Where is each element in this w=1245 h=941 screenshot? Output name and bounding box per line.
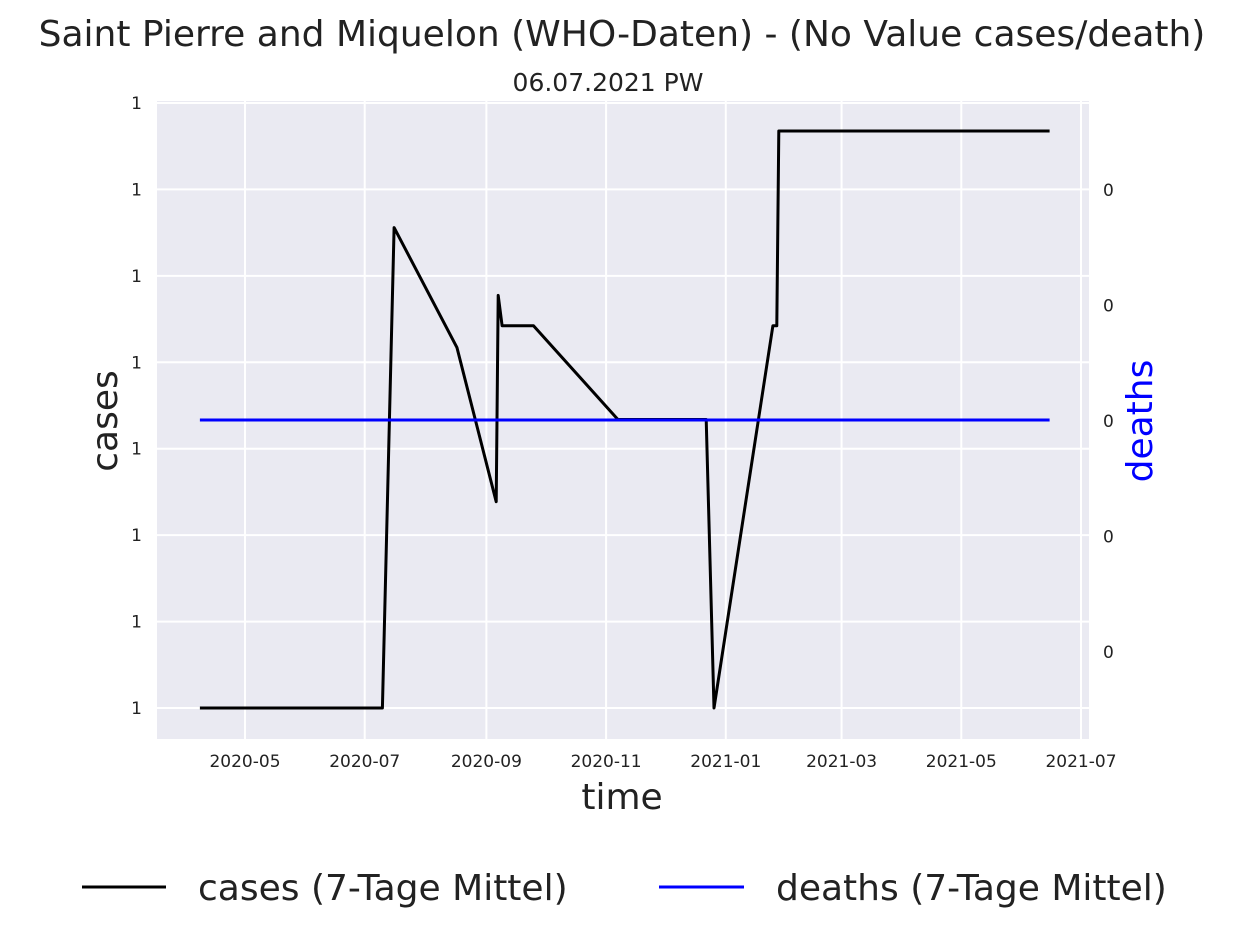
y-right-tick-label: 0 [1103,643,1114,663]
y-axis-right-label: deaths [1120,360,1161,483]
legend-cases-label: cases (7-Tage Mittel) [198,868,568,909]
y-left-tick-label: 1 [131,94,142,114]
y-right-tick-label: 0 [1103,412,1114,432]
x-axis-label: time [581,777,662,818]
x-tick-label: 2020-11 [571,752,642,772]
x-tick-label: 2021-01 [690,752,761,772]
series-lines [199,129,1050,710]
x-tick-label: 2021-05 [926,752,997,772]
y-left-tick-label: 1 [131,353,142,373]
y-axis-left-label: cases [85,370,126,472]
x-tick-label: 2021-03 [806,752,877,772]
chart-subtitle: 06.07.2021 PW [513,68,704,97]
x-tick-label: 2020-07 [329,752,400,772]
y-left-tick-label: 1 [131,613,142,633]
y-left-tick-label: 1 [131,699,142,719]
y-left-tick-label: 1 [131,180,142,200]
chart-title: Saint Pierre and Miquelon (WHO-Daten) - … [39,14,1206,55]
x-tick-label: 2021-07 [1045,752,1116,772]
x-tick-label: 2020-09 [451,752,522,772]
y-left-tick-label: 1 [131,267,142,287]
series-line-cases [199,129,1050,710]
y-right-tick-label: 0 [1103,528,1114,548]
legend: cases (7-Tage Mittel) deaths (7-Tage Mit… [82,868,1167,909]
grid-lines [157,101,1089,739]
y-left-tick-label: 1 [131,440,142,460]
y-right-tick-labels: 0 0 0 0 0 [1103,181,1114,663]
legend-deaths-label: deaths (7-Tage Mittel) [776,868,1167,909]
y-left-tick-labels: 1 1 1 1 1 1 1 1 [131,94,142,719]
x-tick-label: 2020-05 [209,752,280,772]
y-right-tick-label: 0 [1103,297,1114,317]
y-left-tick-label: 1 [131,526,142,546]
y-right-tick-label: 0 [1103,181,1114,201]
x-tick-labels: 2020-05 2020-07 2020-09 2020-11 2021-01 2021-… [209,752,1116,772]
